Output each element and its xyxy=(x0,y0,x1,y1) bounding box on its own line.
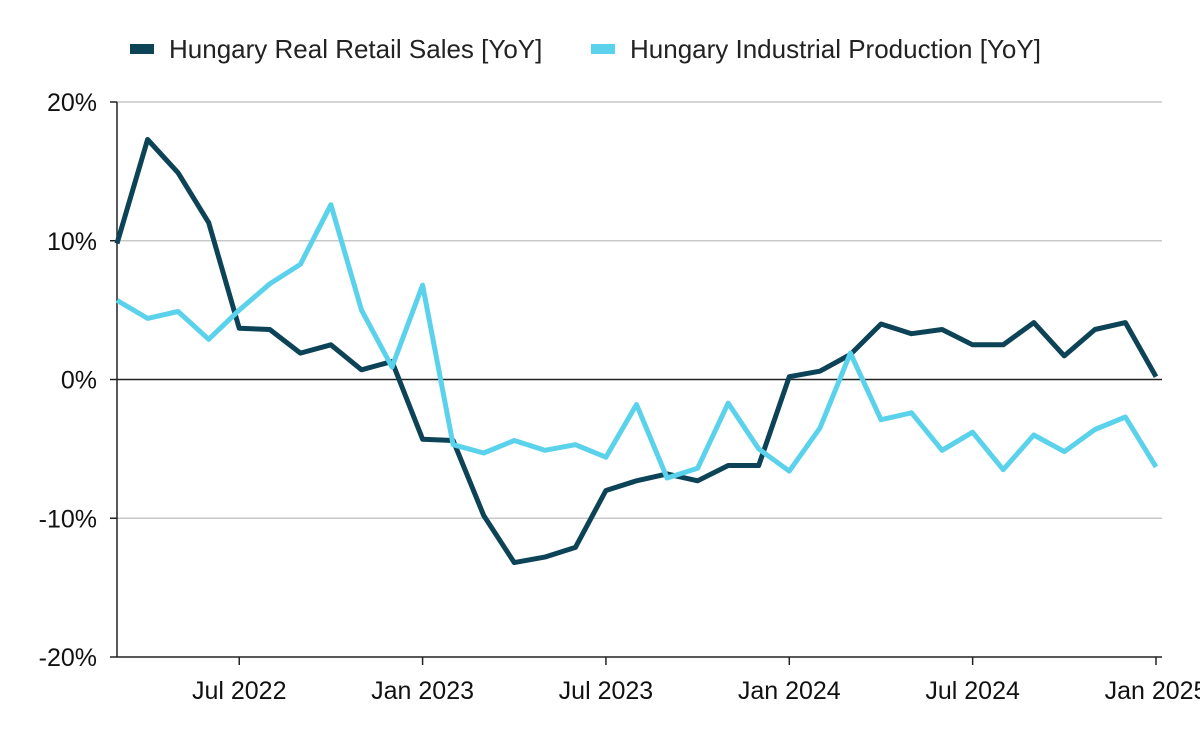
x-tick-label: Jul 2022 xyxy=(192,677,287,705)
y-tick-label: -20% xyxy=(39,644,97,672)
y-tick-label: 10% xyxy=(47,228,97,256)
legend-swatch xyxy=(591,44,615,54)
y-tick-label: 20% xyxy=(47,89,97,117)
series-line-2 xyxy=(115,202,1159,481)
x-tick-label: Jul 2024 xyxy=(925,677,1020,705)
legend: Hungary Real Retail Sales [YoY] Hungary I… xyxy=(130,34,1041,64)
y-tick-label: -10% xyxy=(39,505,97,533)
y-tick-label: 0% xyxy=(61,367,97,395)
grid-layer xyxy=(117,101,1162,519)
legend-label: Hungary Industrial Production [YoY] xyxy=(630,34,1041,64)
legend-label: Hungary Real Retail Sales [YoY] xyxy=(169,34,542,64)
legend-swatch xyxy=(130,44,154,54)
x-tick-label: Jul 2023 xyxy=(559,677,654,705)
x-tick-label: Jan 2024 xyxy=(738,677,841,705)
series-line-1 xyxy=(114,137,1159,566)
axis-layer: 20% 10% 0% -10% -20% Jul 2022 Jan 2023 Jul 2023… xyxy=(39,89,1200,705)
x-tick-label: Jan 2025 xyxy=(1105,677,1200,705)
series-layer xyxy=(114,137,1159,566)
x-tick-label: Jan 2023 xyxy=(371,677,474,705)
